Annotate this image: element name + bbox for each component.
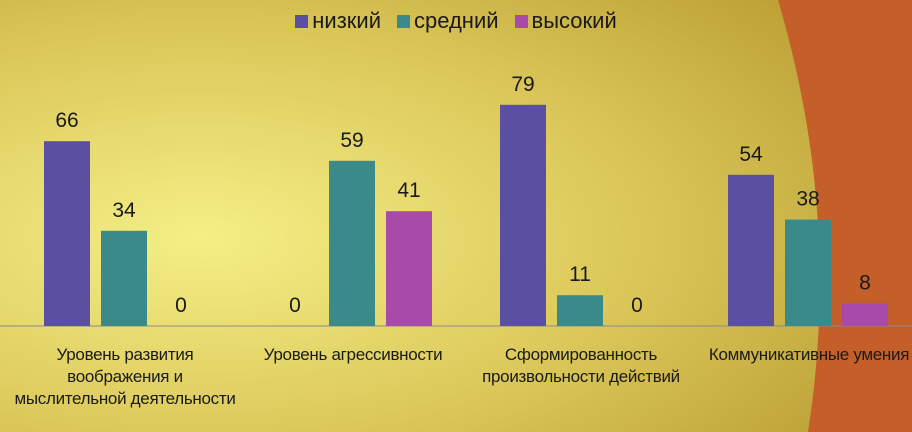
- value-label-medium-1: 34: [112, 199, 136, 222]
- bar-medium-3: [557, 295, 603, 326]
- value-label-high-2: 41: [397, 179, 420, 202]
- bar-high-4: [842, 303, 888, 326]
- bar-low-1: [44, 141, 90, 326]
- value-label-low-3: 79: [511, 73, 534, 96]
- bar-medium-2: [329, 160, 375, 326]
- bar-low-4: [728, 174, 774, 326]
- bar-high-2: [386, 211, 432, 326]
- value-label-low-1: 66: [55, 109, 78, 132]
- legend-item-medium: средний: [396, 8, 499, 34]
- legend-swatch-low: [295, 14, 309, 28]
- legend-label-high: высокий: [531, 8, 617, 33]
- category-label-communication: Коммуникативные умения: [708, 345, 910, 364]
- value-label-medium-3: 11: [569, 263, 591, 286]
- category-label-voluntariness: Сформированность произвольности действий: [482, 345, 680, 386]
- value-label-high-4: 8: [859, 272, 871, 295]
- bar-medium-4: [785, 219, 831, 326]
- value-label-low-4: 54: [739, 143, 763, 166]
- legend-label-medium: средний: [413, 8, 499, 33]
- legend-swatch-high: [514, 14, 528, 28]
- value-label-medium-2: 59: [340, 129, 363, 152]
- legend-swatch-medium: [396, 14, 410, 28]
- value-label-medium-4: 38: [796, 188, 819, 211]
- category-label-aggression: Уровень агрессивности: [263, 345, 443, 364]
- bar-medium-1: [101, 230, 147, 326]
- legend-item-high: высокий: [514, 8, 617, 34]
- legend-label-low: низкий: [312, 8, 381, 33]
- chart-legend: низкий средний высокий: [0, 8, 912, 34]
- category-label-imagination: Уровень развития воображения и мыслитель…: [14, 345, 236, 408]
- value-label-high-3: 0: [631, 294, 643, 317]
- legend-item-low: низкий: [295, 8, 381, 34]
- bar-low-3: [500, 104, 546, 326]
- value-label-high-1: 0: [175, 294, 187, 317]
- value-label-low-2: 0: [289, 294, 301, 317]
